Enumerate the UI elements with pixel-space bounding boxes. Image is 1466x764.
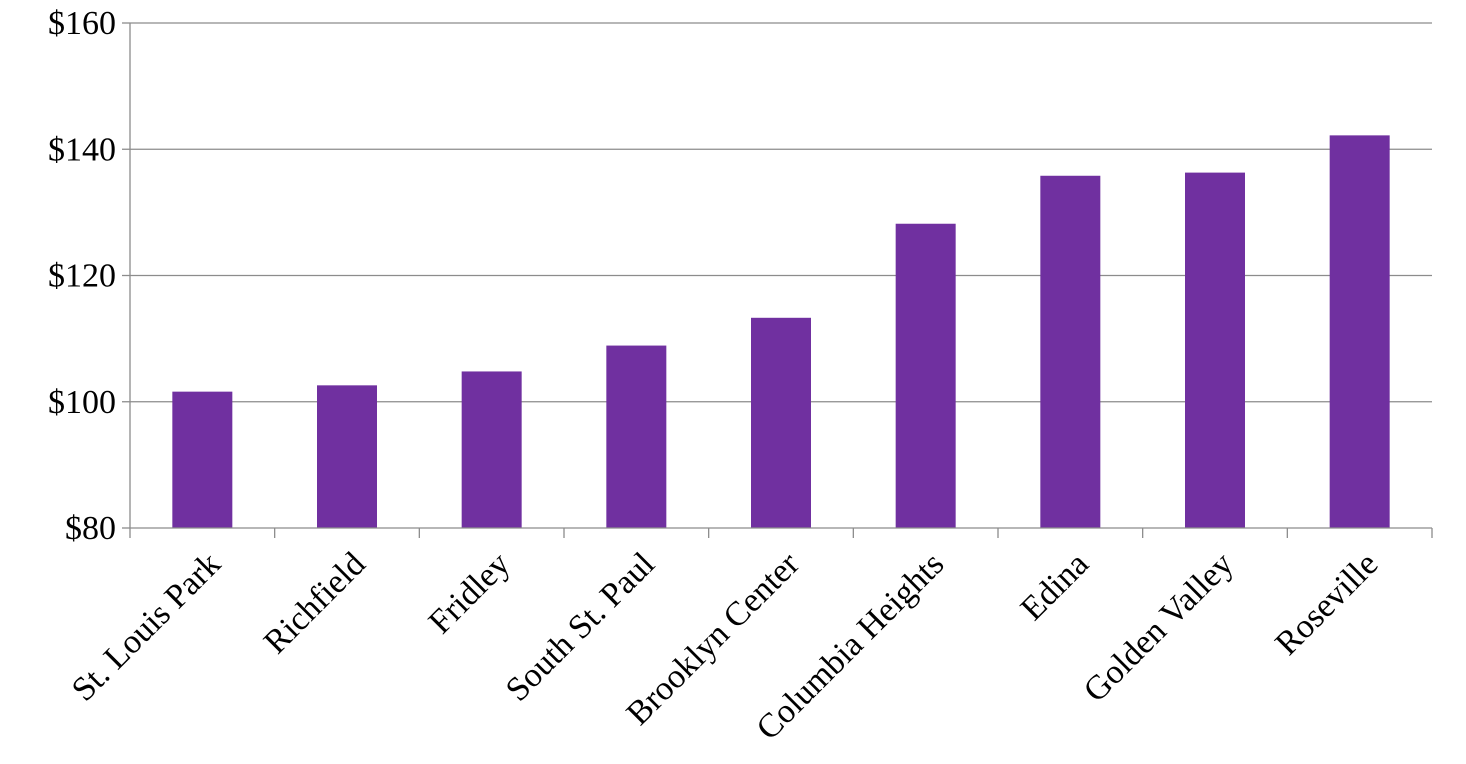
y-tick-label: $120 <box>48 258 116 295</box>
bar <box>462 371 522 528</box>
x-category-label: Golden Valley <box>1077 545 1241 709</box>
bar <box>751 318 811 528</box>
y-tick-label: $100 <box>48 384 116 421</box>
x-category-label: Edina <box>1014 545 1096 627</box>
y-tick-label: $80 <box>65 510 116 547</box>
x-category-label: Fridley <box>422 545 518 641</box>
bar <box>1185 173 1245 528</box>
x-category-label: St. Louis Park <box>65 545 228 708</box>
x-category-label: Roseville <box>1268 545 1385 662</box>
bar <box>1040 176 1100 528</box>
x-category-label: Richfield <box>257 545 373 661</box>
y-tick-label: $160 <box>48 5 116 42</box>
bar <box>1330 135 1390 528</box>
bar <box>896 224 956 528</box>
y-axis-tick-labels: $80 $100 $120 $140 $160 <box>48 5 116 547</box>
bars <box>172 135 1389 528</box>
bar <box>172 392 232 528</box>
y-tick-label: $140 <box>48 131 116 168</box>
bar <box>606 346 666 528</box>
x-category-label: South St. Paul <box>499 545 662 708</box>
bar <box>317 385 377 528</box>
